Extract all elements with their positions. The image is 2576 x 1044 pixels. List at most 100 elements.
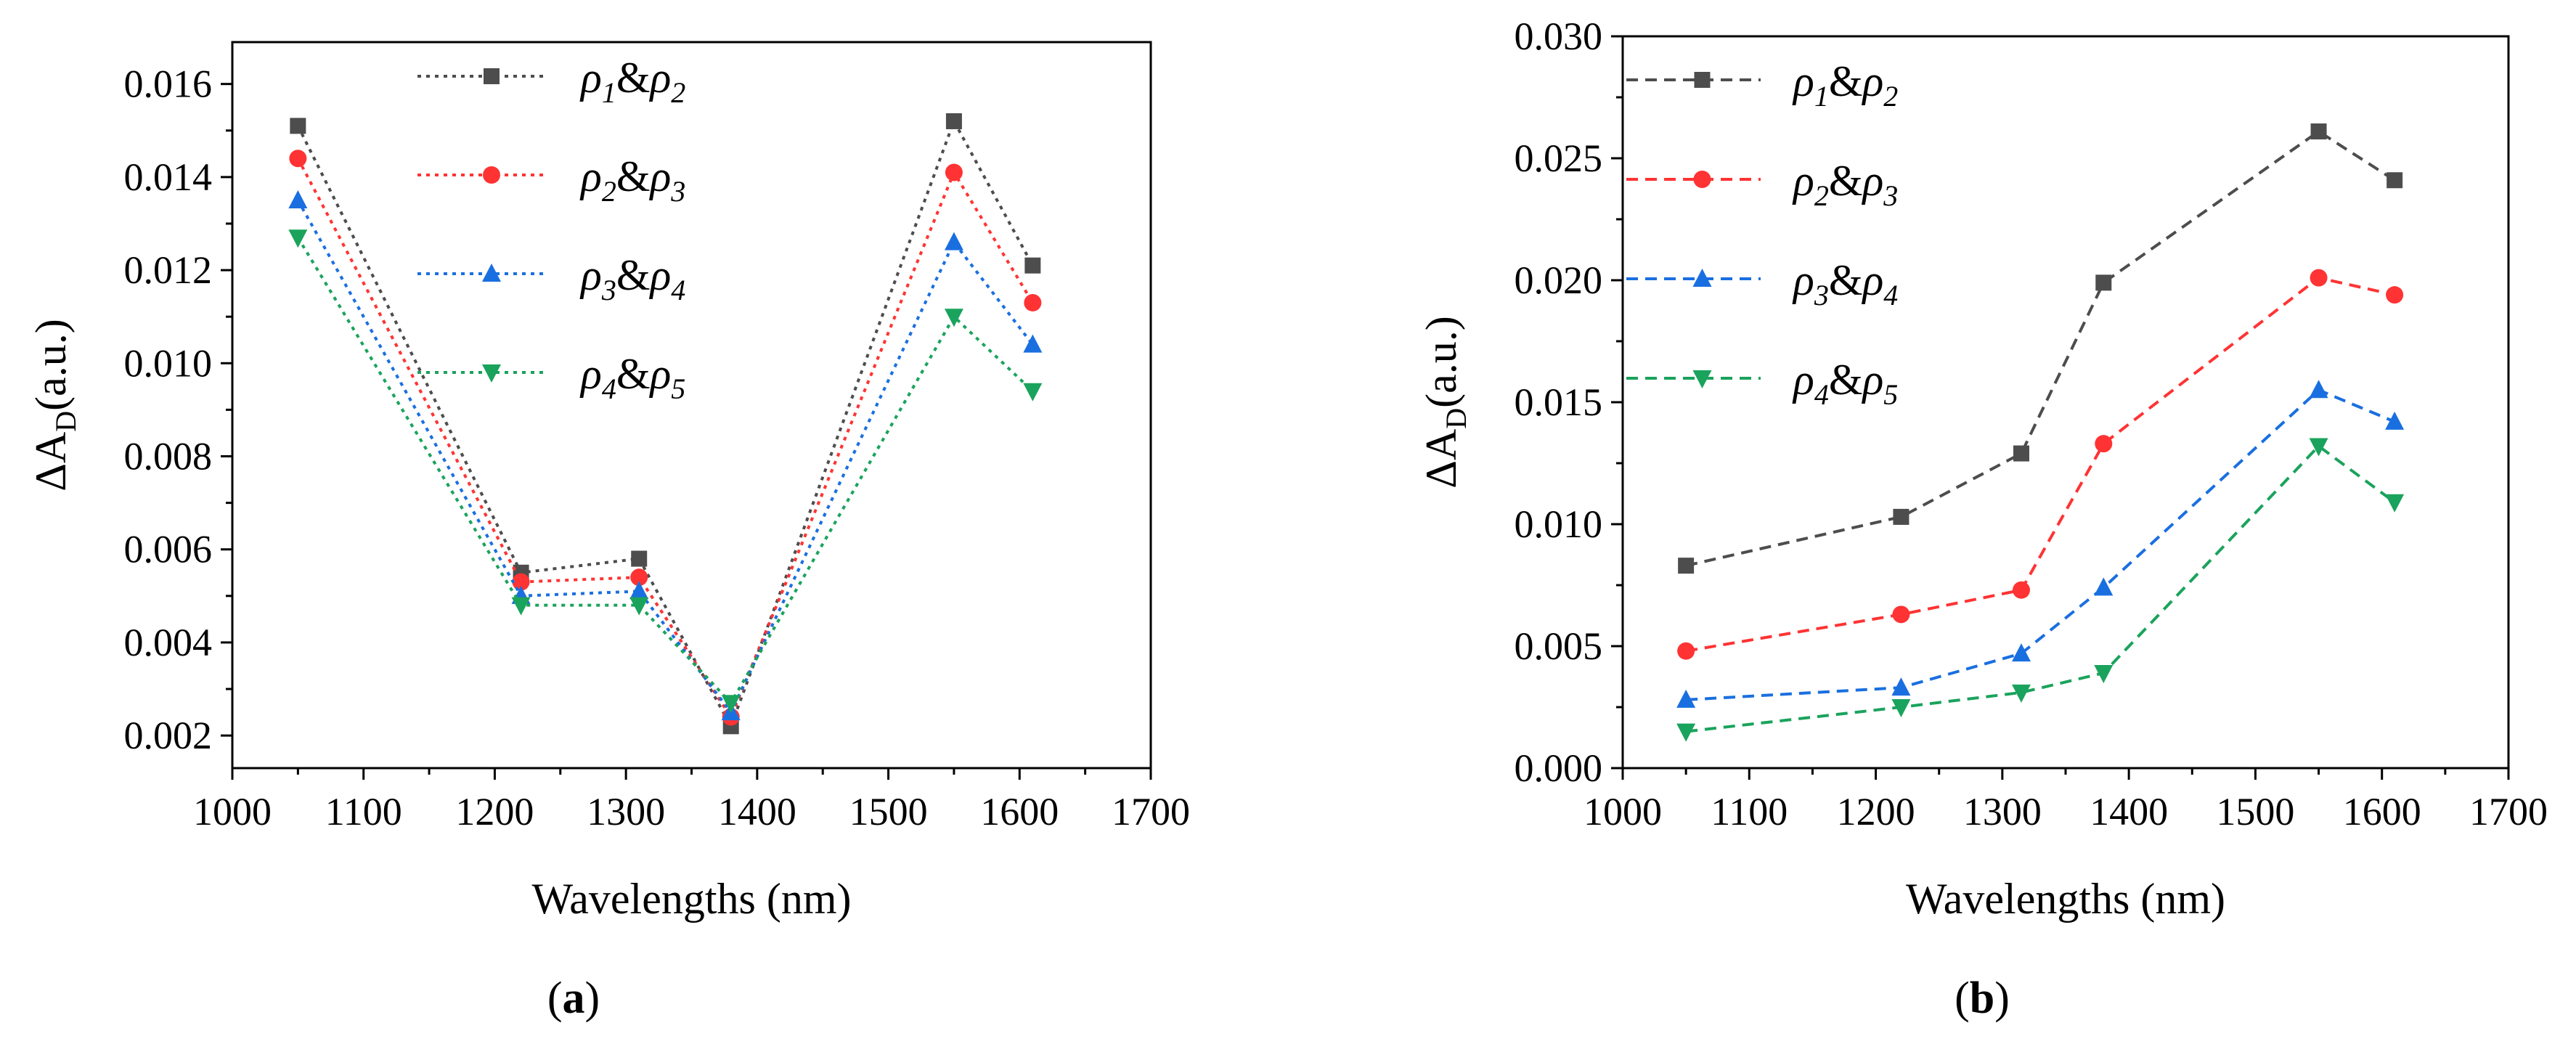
data-point xyxy=(2094,577,2114,596)
x-tick-label: 1400 xyxy=(2090,790,2168,833)
data-point xyxy=(2013,445,2029,462)
data-point xyxy=(2385,494,2405,513)
x-tick-label: 1400 xyxy=(718,790,796,833)
data-point xyxy=(2095,435,2113,453)
y-tick-label: 0.025 xyxy=(1515,136,1603,180)
data-point xyxy=(1023,334,1043,353)
data-point xyxy=(288,189,308,208)
panel-label: (a) xyxy=(547,974,600,1023)
series-line xyxy=(296,118,1035,730)
y-tick-label: 0.016 xyxy=(124,62,213,106)
data-point xyxy=(1676,723,1696,742)
legend-marker xyxy=(1693,171,1711,188)
x-tick-label: 1200 xyxy=(455,790,534,833)
legend-item: ρ3&ρ4 xyxy=(417,251,685,306)
x-tick-label: 1700 xyxy=(1112,790,1190,833)
data-point xyxy=(1024,293,1042,311)
data-point xyxy=(1677,642,1695,660)
legend-marker xyxy=(1694,72,1711,88)
data-point xyxy=(2386,286,2404,304)
y-tick-label: 0.005 xyxy=(1515,624,1603,668)
legend-item: ρ2&ρ3 xyxy=(1626,157,1898,212)
data-point xyxy=(1676,689,1696,708)
x-axis-title: Wavelengths (nm) xyxy=(531,875,851,923)
data-point xyxy=(1678,558,1695,574)
data-point xyxy=(2095,274,2112,291)
series-3 xyxy=(1676,380,2405,708)
data-point xyxy=(1892,605,1910,624)
data-point xyxy=(2012,684,2031,703)
series-4 xyxy=(1676,438,2405,742)
x-tick-label: 1700 xyxy=(2469,790,2548,833)
data-point xyxy=(2012,643,2031,662)
plot-frame xyxy=(231,41,1152,770)
x-axis-title: Wavelengths (nm) xyxy=(1906,875,2225,923)
legend-item: ρ1&ρ2 xyxy=(1626,57,1898,113)
y-tick-label: 0.004 xyxy=(124,621,213,664)
series-line xyxy=(1686,388,2395,701)
legend-marker xyxy=(482,264,501,282)
x-tick-label: 1600 xyxy=(980,790,1059,833)
legend-item: ρ1&ρ2 xyxy=(417,54,685,109)
data-point xyxy=(288,229,308,248)
data-point xyxy=(944,232,963,250)
series-line xyxy=(296,158,1035,720)
data-point xyxy=(512,573,530,591)
data-point xyxy=(290,118,306,134)
data-point xyxy=(1891,677,1911,696)
data-point xyxy=(511,597,531,616)
data-point xyxy=(629,597,649,616)
legend-marker xyxy=(482,364,501,383)
x-tick-label: 1100 xyxy=(325,790,402,833)
data-point xyxy=(1023,383,1043,401)
legend-label: ρ3&ρ4 xyxy=(579,251,685,306)
x-tick-label: 1100 xyxy=(1711,790,1788,833)
data-point xyxy=(945,163,963,182)
data-point xyxy=(630,568,648,587)
series-line xyxy=(1685,444,2396,733)
legend-label: ρ2&ρ3 xyxy=(579,152,685,208)
series-line xyxy=(1685,129,2396,568)
data-point xyxy=(1024,257,1041,274)
legend-item: ρ2&ρ3 xyxy=(417,152,685,208)
data-point xyxy=(2094,664,2114,683)
data-point xyxy=(2310,269,2328,287)
y-tick-label: 0.012 xyxy=(124,248,213,292)
data-point xyxy=(2309,380,2328,399)
y-tick-label: 0.014 xyxy=(124,155,213,199)
series-line xyxy=(296,199,1034,715)
data-point xyxy=(631,550,648,567)
y-tick-label: 0.006 xyxy=(124,528,213,571)
data-point xyxy=(1893,508,1909,525)
x-tick-label: 1300 xyxy=(1963,790,2042,833)
legend-label: ρ4&ρ5 xyxy=(579,350,685,405)
x-tick-label: 1000 xyxy=(1583,790,1662,833)
legend-label: ρ3&ρ4 xyxy=(1792,256,1898,311)
series-1 xyxy=(290,113,1041,735)
x-tick-label: 1600 xyxy=(2343,790,2421,833)
y-tick-label: 0.002 xyxy=(124,714,213,757)
data-point xyxy=(2013,581,2030,599)
legend-marker xyxy=(484,68,500,84)
series-2 xyxy=(1677,269,2404,660)
data-point xyxy=(2385,411,2405,430)
series-line xyxy=(296,237,1034,706)
plot-frame xyxy=(1621,35,2510,770)
legend-marker xyxy=(1692,269,1712,287)
data-point xyxy=(2387,172,2403,189)
series-2 xyxy=(289,150,1042,726)
y-axis-title: ΔAD(a.u.) xyxy=(27,319,82,491)
legend-label: ρ2&ρ3 xyxy=(1792,157,1898,212)
legend-marker xyxy=(483,166,500,184)
legend-item: ρ4&ρ5 xyxy=(417,350,685,405)
y-tick-label: 0.010 xyxy=(124,341,213,385)
legend-marker xyxy=(1692,370,1712,388)
y-tick-label: 0.000 xyxy=(1515,746,1603,790)
x-tick-label: 1500 xyxy=(849,790,928,833)
series-1 xyxy=(1678,123,2403,574)
data-point xyxy=(2310,123,2327,140)
data-point xyxy=(944,309,963,327)
legend-item: ρ3&ρ4 xyxy=(1626,256,1898,311)
y-tick-label: 0.015 xyxy=(1515,380,1603,424)
